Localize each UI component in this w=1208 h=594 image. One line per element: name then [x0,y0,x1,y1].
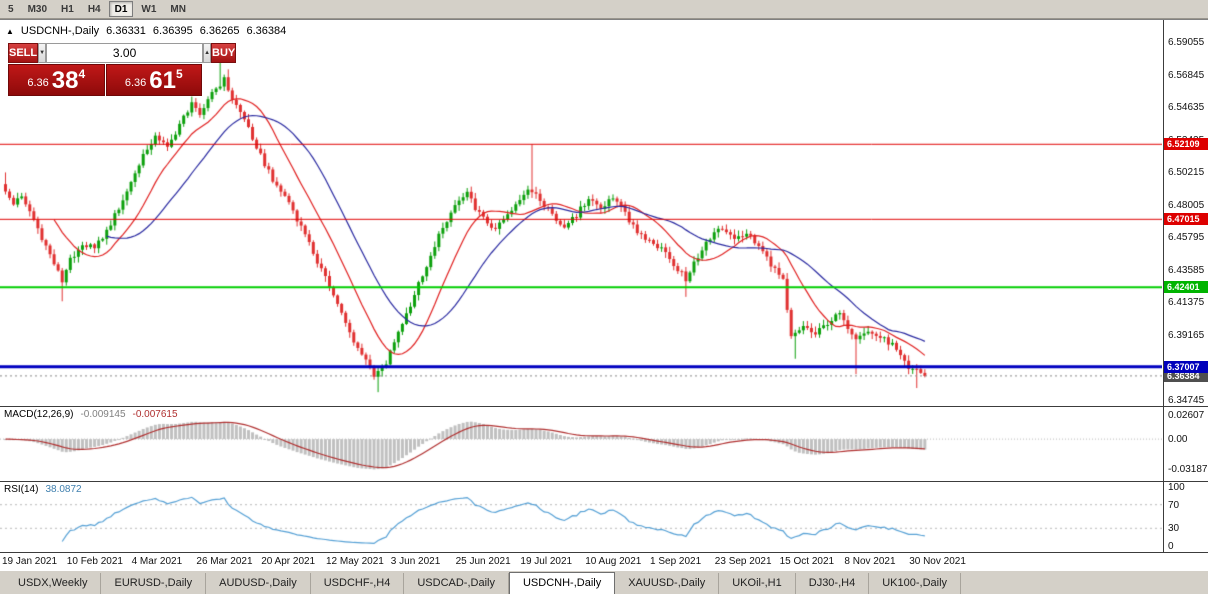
time-axis-label: 3 Jun 2021 [390,556,441,567]
indicator-axis-label: 100 [1168,482,1185,493]
volume-input[interactable] [46,43,204,63]
price-axis-label: 6.43585 [1168,264,1205,276]
price-axis-label: 6.45795 [1168,232,1205,244]
time-axis-label: 10 Aug 2021 [585,556,642,567]
macd-name: MACD(12,26,9) [4,409,74,420]
macd-axis: 0.02607 0.00 -0.03187 [1163,407,1208,481]
bid-price-box[interactable]: 6.36 38 4 [8,64,105,96]
price-axis-label: 6.59055 [1168,37,1205,49]
rsi-canvas[interactable] [0,482,1162,552]
price-axis: 6.590556.568456.546356.524256.502156.480… [1163,20,1208,406]
timeframe-button-h1[interactable]: H1 [61,4,74,15]
ask-price-prefix: 6.36 [124,77,147,89]
time-axis-label: 19 Jan 2021 [2,556,58,567]
price-badge-6-42401: 6.42401 [1164,281,1208,294]
price-badge-6-47015: 6.47015 [1164,213,1208,226]
indicator-axis-label: 0.00 [1168,434,1188,446]
price-axis-label: 6.50215 [1168,167,1205,179]
price-axis-label: 6.41375 [1168,297,1205,309]
indicator-axis-label: 0 [1168,541,1174,552]
chart-tab-xauusd-daily[interactable]: XAUUSD-,Daily [615,573,720,594]
price-axis-label: 6.39165 [1168,329,1205,341]
price-pane: 6.590556.568456.546356.524256.502156.480… [0,20,1208,407]
time-axis-label: 30 Nov 2021 [909,556,966,567]
price-badge-6-37007: 6.37007 [1164,360,1208,373]
price-axis-label: 6.56845 [1168,69,1205,81]
time-axis-label: 8 Nov 2021 [844,556,896,567]
rsi-pane: 100 70 30 0 RSI(14) 38.0872 [0,482,1208,553]
chart-tab-usdchf-h4[interactable]: USDCHF-,H4 [311,573,405,594]
chart-tabs-bar: USDX,Weekly EURUSD-,Daily AUDUSD-,Daily USD… [0,570,1208,594]
rsi-axis: 100 70 30 0 [1163,482,1208,552]
volume-increase-icon[interactable]: ▲ [203,43,212,63]
indicator-axis-label: -0.03187 [1168,463,1208,475]
price-axis-label: 6.48005 [1168,199,1205,211]
time-axis: 19 Jan 2021 10 Feb 2021 4 Mar 2021 26 Mar 2… [0,553,1208,571]
time-axis-label: 23 Sep 2021 [714,556,772,567]
chart-tab-eurusd-daily[interactable]: EURUSD-,Daily [101,573,207,594]
price-badge-6-36384: 6.36384 [1164,369,1208,382]
timeframe-button-h4[interactable]: H4 [87,4,101,15]
ask-price-point: 5 [175,67,183,81]
ohlc-open: 6.36331 [106,25,146,37]
chart-tab-uk100-daily[interactable]: UK100-,Daily [869,573,962,594]
rsi-name: RSI(14) [4,484,39,495]
macd-signal-value: -0.007615 [132,409,178,420]
indicator-axis-label: 70 [1168,499,1180,511]
chart-tab-usdx-weekly[interactable]: USDX,Weekly [5,573,102,594]
one-click-trade-panel: SELL ▼ ▲ BUY 6.36 38 4 6.36 61 5 [8,43,237,96]
bid-price-digits: 38 [51,67,79,94]
timeframe-button-d1[interactable]: D1 [108,1,134,17]
chart-title: USDCNH-,Daily [20,25,100,37]
bid-price-point: 4 [78,67,86,81]
ohlc-close: 6.36384 [246,25,287,37]
price-badge-6-52109: 6.52109 [1164,138,1208,151]
time-axis-label: 12 May 2021 [326,556,384,567]
macd-pane: 0.02607 0.00 -0.03187 MACD(12,26,9) -0.009… [0,407,1208,482]
ohlc-header: ▲ USDCNH-,Daily 6.36331 6.36395 6.36265 … [6,25,286,37]
chart-tab-ukoil-h1[interactable]: UKOil-,H1 [719,573,796,594]
time-axis-label: 26 Mar 2021 [196,556,253,567]
rsi-value: 38.0872 [45,484,82,495]
macd-canvas[interactable] [0,407,1162,481]
ask-price-digits: 61 [149,67,176,94]
time-axis-label: 10 Feb 2021 [66,556,123,567]
macd-main-value: -0.009145 [80,409,126,420]
volume-decrease-icon[interactable]: ▼ [38,43,47,63]
buy-button[interactable]: BUY [211,43,237,63]
price-axis-label: 6.54635 [1168,102,1205,114]
time-axis-label: 25 Jun 2021 [455,556,511,567]
chart-tab-usdcnh-daily[interactable]: USDCNH-,Daily [508,572,616,594]
timeframe-button-m30[interactable]: M30 [27,4,48,15]
timeframe-button-5[interactable]: 5 [8,4,14,15]
ohlc-high: 6.36395 [152,25,193,37]
time-axis-label: 19 Jul 2021 [520,556,573,567]
indicator-axis-label: 0.02607 [1168,409,1205,421]
time-axis-label: 15 Oct 2021 [779,556,835,567]
indicator-axis-label: 30 [1168,523,1180,535]
timeframe-button-w1[interactable]: W1 [141,4,157,15]
rsi-label: RSI(14) 38.0872 [4,484,82,495]
price-axis-label: 6.34745 [1168,395,1205,407]
timeframe-button-mn[interactable]: MN [170,4,186,15]
sell-button[interactable]: SELL [8,43,39,63]
ask-price-box[interactable]: 6.36 61 5 [105,64,202,96]
collapse-panel-arrow-icon[interactable]: ▲ [6,26,14,36]
chart-window: 6.590556.568456.546356.524256.502156.480… [0,19,1208,571]
chart-tab-dj30-h4[interactable]: DJ30-,H4 [796,573,870,594]
time-axis-label: 4 Mar 2021 [131,556,183,567]
time-axis-label: 20 Apr 2021 [261,556,316,567]
chart-tab-usdcad-daily[interactable]: USDCAD-,Daily [404,573,509,594]
ohlc-low: 6.36265 [199,25,240,37]
macd-label: MACD(12,26,9) -0.009145 -0.007615 [4,409,178,420]
time-axis-label: 1 Sep 2021 [650,556,702,567]
chart-tab-audusd-daily[interactable]: AUDUSD-,Daily [206,573,311,594]
timeframe-toolbar: 5 M30 H1 H4 D1 W1 MN [0,0,1208,19]
bid-price-prefix: 6.36 [27,77,49,89]
